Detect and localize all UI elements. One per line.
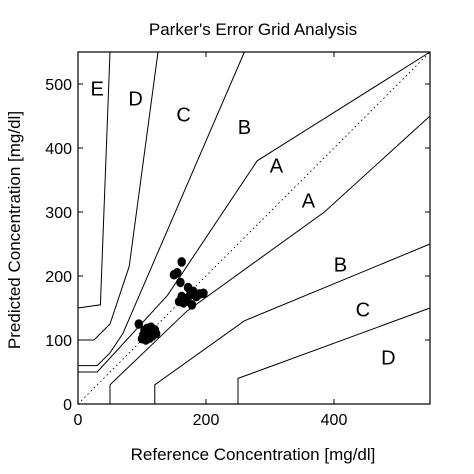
zone-label-b: B: [238, 117, 251, 139]
chart-title: Parker's Error Grid Analysis: [149, 20, 357, 39]
data-point: [176, 277, 185, 288]
zone-boundaries: [77, 51, 431, 404]
data-point: [181, 296, 190, 307]
x-tick-label: 200: [193, 412, 220, 429]
zone-boundary-2: [78, 51, 159, 341]
zone-label-a: A: [302, 191, 316, 213]
zone-label-c: C: [356, 299, 370, 321]
zone-label-e: E: [91, 79, 104, 101]
y-axis-label: Predicted Concentration [mg/dl]: [5, 111, 24, 349]
zone-label-d: D: [128, 88, 142, 110]
y-tick-label: 500: [45, 77, 72, 94]
zone-boundary-3: [78, 51, 245, 367]
x-tick-label: 400: [321, 412, 348, 429]
y-tick-label: 0: [63, 397, 72, 414]
zone-label-d: D: [381, 347, 395, 369]
data-point: [134, 319, 144, 329]
y-tick-label: 200: [45, 269, 72, 286]
zone-label-b: B: [334, 255, 347, 277]
zone-boundary-1: [77, 51, 111, 309]
y-tick-label: 300: [45, 205, 72, 222]
data-point: [177, 257, 186, 267]
zone-boundary-5: [109, 115, 431, 404]
zone-boundary-6: [154, 243, 431, 404]
zone-boundary-4: [78, 51, 431, 373]
identity-line: [77, 51, 431, 405]
zone-label-a: A: [270, 155, 284, 177]
x-axis-ticks: 0 200 400: [74, 52, 348, 429]
data-point: [199, 288, 208, 299]
zone-label-c: C: [176, 104, 190, 126]
x-tick-label: 0: [74, 412, 83, 429]
y-tick-label: 400: [45, 141, 72, 158]
data-points: [134, 257, 208, 345]
data-point: [187, 300, 197, 310]
y-axis-ticks: 0 100 200 300 400 500: [45, 77, 430, 414]
x-axis-label: Reference Concentration [mg/dl]: [131, 445, 376, 464]
y-tick-label: 100: [45, 333, 72, 350]
data-point: [151, 328, 161, 339]
data-point: [145, 333, 154, 343]
data-point: [172, 268, 182, 278]
plot-frame: [77, 51, 431, 405]
zone-boundary-7: [237, 307, 431, 404]
